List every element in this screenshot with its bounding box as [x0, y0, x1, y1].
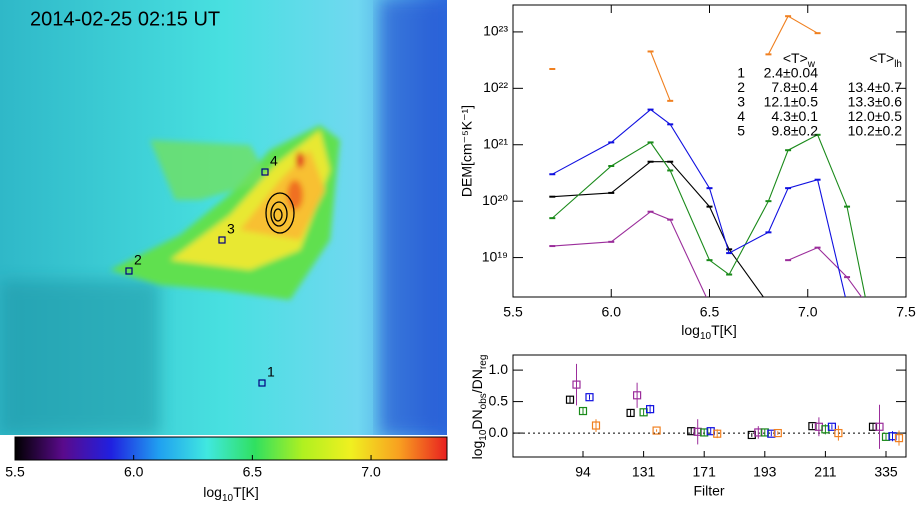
y-axis-label-part: DN	[469, 409, 485, 429]
colorbar-label: log10T[K]	[203, 484, 258, 504]
colorbar-tick-label: 5.5	[5, 464, 25, 480]
legend-name: 5	[737, 123, 745, 139]
region-box	[125, 267, 133, 275]
x-axis-label: Filter	[693, 483, 724, 499]
y-tick-label: 10¹⁹	[482, 248, 508, 264]
colorbar-label-part: T[K]	[233, 484, 259, 500]
y-axis-label-part: 10	[478, 429, 489, 441]
colorbar-label-part: 10	[222, 493, 234, 504]
temperature-map	[0, 0, 447, 435]
x-tick-label: 7.0	[798, 304, 818, 320]
region-label: 4	[270, 153, 278, 169]
map-title: 2014-02-25 02:15 UT	[30, 8, 220, 30]
ratio-marker	[652, 426, 661, 435]
x-tick-label: 6.5	[700, 304, 720, 320]
ratio-marker	[834, 428, 843, 438]
y-axis-label-part: obs	[478, 393, 489, 409]
colorbar-label-part: log	[203, 484, 222, 500]
y-axis-label-part: reg	[478, 355, 489, 369]
x-tick-label: 193	[753, 464, 777, 480]
ratio-marker	[572, 380, 581, 389]
ratio-marker	[578, 406, 588, 416]
x-tick-label: 131	[632, 464, 656, 480]
legend-t-lh: 13.4±0.7	[848, 79, 903, 95]
dem-line	[551, 134, 866, 297]
ratio-marker	[645, 405, 655, 414]
region-label: 1	[267, 364, 275, 380]
x-axis-label-part: 10	[700, 331, 712, 342]
dem-line	[552, 161, 765, 297]
y-axis-label: log10DNobs/DNreg	[469, 355, 489, 460]
legend-t-w: 4.3±0.1	[771, 108, 818, 124]
colorbar	[14, 436, 448, 461]
x-tick-label: 5.5	[503, 304, 523, 320]
ratio-marker	[773, 428, 782, 438]
dem-line	[650, 15, 818, 102]
legend-t-w: 7.8±0.4	[771, 79, 818, 95]
legend-t-lh: 10.2±0.2	[848, 123, 903, 139]
ratio-marker	[713, 429, 722, 438]
legend-header: <T>lh	[869, 50, 902, 70]
ratio-marker	[827, 422, 837, 431]
x-tick-label: 6.0	[602, 304, 622, 320]
lines	[549, 15, 866, 297]
y-tick-label: 10²²	[483, 79, 508, 95]
region-label: 3	[227, 221, 235, 237]
legend-t-w: 12.1±0.5	[764, 94, 819, 110]
legend-t-w: 2.4±0.04	[764, 65, 819, 81]
colorbar-tick-label: 6.0	[124, 464, 144, 480]
legend-t-lh: 12.0±0.5	[848, 108, 903, 124]
ratio-marker	[565, 395, 575, 404]
legend-header: <T>w	[783, 50, 816, 70]
legend-header-part: <T>	[869, 50, 894, 66]
plot-frame	[512, 4, 907, 298]
y-tick-label: 0.5	[489, 392, 509, 408]
x-axis-label: log10T[K]	[681, 322, 736, 342]
y-axis-label: DEM[cm⁻⁵K⁻¹]	[459, 105, 475, 197]
y-tick-label: 0.0	[489, 424, 509, 440]
x-tick-label: 335	[874, 464, 898, 480]
dem-line	[552, 211, 863, 297]
y-axis-label-part: log	[469, 441, 485, 460]
x-axis-label-part: log	[681, 322, 700, 338]
dem-line	[552, 108, 846, 297]
ratio-marker	[585, 393, 594, 402]
x-tick-label: 94	[575, 464, 591, 480]
region-label: 2	[134, 252, 142, 268]
y-tick-label: 10²¹	[483, 135, 508, 151]
x-tick-label: 7.5	[896, 304, 916, 320]
legend-t-lh: 13.3±0.6	[848, 94, 903, 110]
ratio-marker	[632, 391, 642, 400]
colorbar-tick-label: 7.0	[361, 464, 381, 480]
y-tick-label: 10²³	[483, 23, 508, 39]
legend-name: 3	[737, 94, 745, 110]
y-axis-label-part: /DN	[469, 369, 485, 393]
ratio-marker	[875, 422, 884, 431]
x-axis-label-part: T[K]	[711, 322, 737, 338]
legend-t-w: 9.8±0.2	[771, 123, 818, 139]
x-tick-label: 171	[693, 464, 717, 480]
region-box	[258, 379, 266, 387]
region-box	[218, 236, 226, 244]
legend-header-part: lh	[894, 59, 902, 70]
legend-name: 4	[737, 108, 745, 124]
colorbar-tick-label: 6.5	[243, 464, 263, 480]
legend-header-part: <T>	[783, 50, 808, 66]
legend-name: 1	[737, 65, 745, 81]
y-tick-label: 10²⁰	[482, 192, 508, 208]
x-tick-label: 211	[814, 464, 837, 480]
legend-name: 2	[737, 79, 745, 95]
y-tick-label: 1.0	[489, 361, 509, 377]
ratio-marker	[626, 408, 635, 418]
ratio-marker	[591, 421, 601, 430]
plot-frame	[512, 354, 907, 458]
legend-header-part: w	[807, 59, 816, 70]
ratio-marker	[894, 434, 904, 443]
region-box	[261, 168, 269, 176]
